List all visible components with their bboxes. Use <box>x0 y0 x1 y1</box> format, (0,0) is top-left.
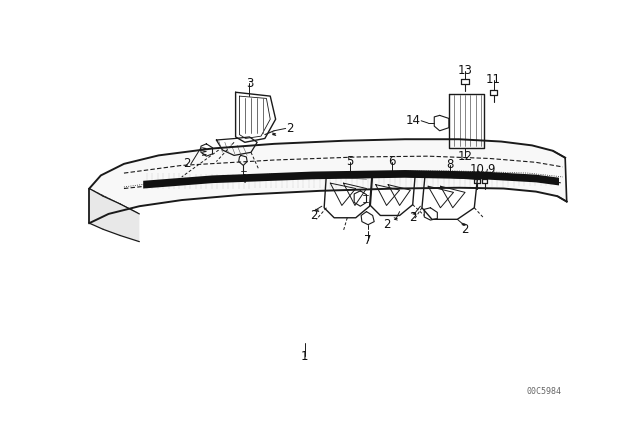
Text: 11: 11 <box>486 73 501 86</box>
Text: 3: 3 <box>246 77 253 90</box>
Text: 13: 13 <box>458 64 472 77</box>
Polygon shape <box>90 139 566 223</box>
Text: 2: 2 <box>409 211 417 224</box>
Text: 2: 2 <box>285 122 293 135</box>
Polygon shape <box>90 189 140 241</box>
Text: 2: 2 <box>461 223 469 236</box>
Text: 10: 10 <box>470 163 485 176</box>
Text: 1: 1 <box>301 350 308 363</box>
Text: 5: 5 <box>346 155 353 168</box>
Text: 2: 2 <box>310 209 318 222</box>
Text: 00C5984: 00C5984 <box>526 387 561 396</box>
Text: 4: 4 <box>239 173 247 186</box>
Text: 14: 14 <box>406 114 421 127</box>
Text: 7: 7 <box>364 233 372 246</box>
Text: 2: 2 <box>383 218 390 231</box>
Text: 8: 8 <box>446 158 453 171</box>
Text: 6: 6 <box>388 155 396 168</box>
Polygon shape <box>143 170 559 189</box>
Text: 9: 9 <box>488 163 495 176</box>
Text: 2: 2 <box>184 157 191 170</box>
Text: 12: 12 <box>458 150 472 163</box>
